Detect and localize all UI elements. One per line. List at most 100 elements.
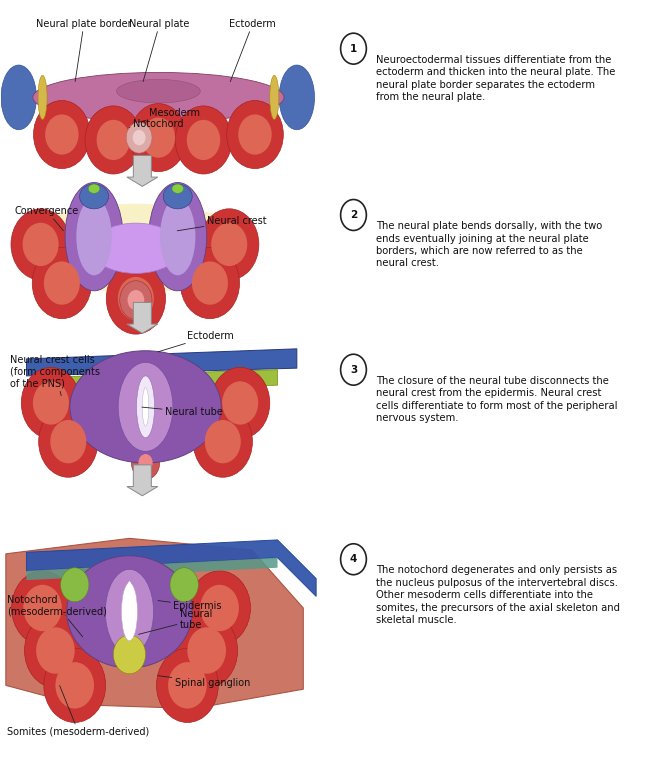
Circle shape — [23, 222, 58, 266]
Ellipse shape — [65, 182, 123, 291]
Ellipse shape — [172, 184, 183, 193]
Text: Convergence: Convergence — [15, 206, 79, 231]
Text: Somites (mesoderm-derived): Somites (mesoderm-derived) — [7, 686, 149, 737]
FancyArrow shape — [127, 465, 158, 496]
Circle shape — [130, 104, 187, 172]
Text: 4: 4 — [350, 554, 358, 564]
Circle shape — [210, 367, 269, 439]
Polygon shape — [26, 349, 297, 376]
Circle shape — [126, 122, 152, 153]
Polygon shape — [26, 540, 316, 597]
Ellipse shape — [91, 223, 181, 274]
Circle shape — [341, 33, 366, 64]
Circle shape — [36, 627, 75, 673]
Text: Spinal ganglion: Spinal ganglion — [158, 676, 250, 688]
Circle shape — [187, 120, 220, 160]
FancyArrow shape — [127, 302, 158, 333]
Circle shape — [24, 585, 62, 631]
Polygon shape — [26, 558, 278, 580]
Circle shape — [189, 571, 251, 645]
Circle shape — [34, 101, 90, 169]
Ellipse shape — [77, 198, 112, 275]
Circle shape — [193, 406, 253, 477]
Circle shape — [168, 662, 207, 708]
Circle shape — [239, 115, 271, 155]
Circle shape — [192, 261, 228, 305]
Circle shape — [341, 544, 366, 575]
Circle shape — [24, 613, 86, 687]
Circle shape — [205, 420, 241, 463]
Circle shape — [97, 120, 130, 160]
Circle shape — [11, 571, 73, 645]
Text: Neural crest: Neural crest — [177, 216, 266, 231]
Text: The notochord degenerates and only persists as
the nucleus pulposus of the inter: The notochord degenerates and only persi… — [376, 566, 620, 625]
Ellipse shape — [126, 581, 132, 616]
Circle shape — [132, 446, 160, 480]
Text: 2: 2 — [350, 210, 357, 220]
Circle shape — [128, 290, 144, 310]
Circle shape — [211, 222, 247, 266]
Circle shape — [341, 354, 366, 385]
Ellipse shape — [88, 184, 100, 193]
Circle shape — [11, 208, 70, 280]
Ellipse shape — [13, 204, 258, 293]
Circle shape — [187, 627, 226, 673]
Circle shape — [118, 277, 154, 320]
Text: Neural plate border: Neural plate border — [36, 19, 132, 81]
Text: Ectoderm: Ectoderm — [229, 19, 276, 81]
Circle shape — [106, 263, 165, 334]
Text: Neural crest cells
(form components
of the PNS): Neural crest cells (form components of t… — [10, 356, 100, 395]
Text: Mesoderm: Mesoderm — [138, 108, 200, 122]
Ellipse shape — [269, 75, 279, 119]
Circle shape — [226, 101, 284, 169]
Text: The closure of the neural tube disconnects the
neural crest from the epidermis. : The closure of the neural tube disconnec… — [376, 376, 618, 423]
Circle shape — [120, 281, 152, 319]
Circle shape — [60, 568, 89, 602]
Circle shape — [341, 199, 366, 230]
Ellipse shape — [79, 184, 109, 208]
Circle shape — [142, 118, 175, 158]
Text: 3: 3 — [350, 365, 357, 374]
Polygon shape — [6, 539, 303, 708]
FancyArrow shape — [127, 156, 158, 186]
Circle shape — [114, 635, 146, 673]
Text: Notochord: Notochord — [130, 119, 183, 129]
Circle shape — [39, 406, 98, 477]
Circle shape — [175, 106, 232, 174]
Text: 1: 1 — [350, 43, 357, 53]
Ellipse shape — [67, 556, 192, 668]
Circle shape — [170, 568, 198, 602]
Ellipse shape — [279, 65, 314, 129]
Circle shape — [55, 662, 94, 708]
Text: Epidermis: Epidermis — [158, 601, 222, 611]
Text: Neuroectodermal tissues differentiate from the
ectoderm and thicken into the neu: Neuroectodermal tissues differentiate fr… — [376, 55, 616, 102]
Ellipse shape — [38, 75, 47, 119]
Ellipse shape — [122, 583, 138, 641]
Ellipse shape — [160, 198, 196, 275]
Ellipse shape — [149, 182, 207, 291]
Circle shape — [33, 381, 69, 425]
Circle shape — [85, 106, 142, 174]
Ellipse shape — [163, 184, 192, 208]
Text: Neural plate: Neural plate — [130, 19, 190, 81]
Circle shape — [138, 454, 153, 471]
Circle shape — [157, 648, 218, 722]
Circle shape — [176, 613, 238, 687]
Circle shape — [32, 247, 91, 319]
Ellipse shape — [118, 363, 173, 451]
Ellipse shape — [116, 80, 200, 103]
Ellipse shape — [142, 388, 149, 426]
Ellipse shape — [136, 376, 155, 438]
Text: Neural
tube: Neural tube — [138, 609, 212, 635]
Circle shape — [44, 261, 80, 305]
Ellipse shape — [1, 65, 36, 129]
Ellipse shape — [33, 72, 284, 122]
Circle shape — [180, 247, 239, 319]
Polygon shape — [40, 370, 278, 391]
Text: Neural tube: Neural tube — [142, 407, 222, 417]
Circle shape — [44, 648, 106, 722]
Circle shape — [22, 367, 81, 439]
Circle shape — [50, 420, 86, 463]
Circle shape — [222, 381, 258, 425]
Text: Ectoderm: Ectoderm — [158, 331, 234, 352]
